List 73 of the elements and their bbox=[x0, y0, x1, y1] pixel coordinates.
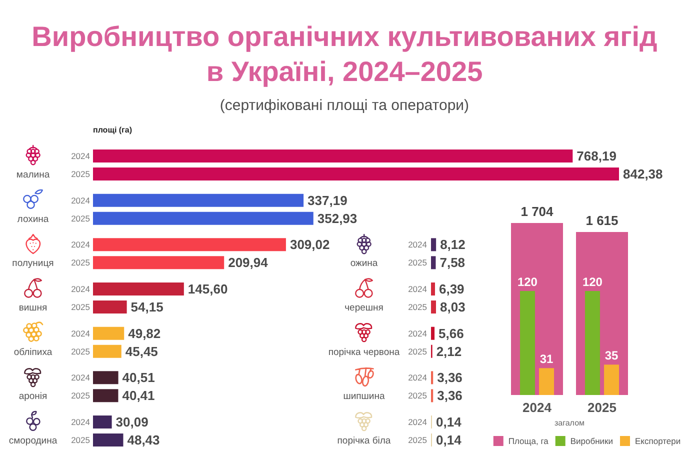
legend-label: Експортери bbox=[635, 436, 681, 446]
data-label: 8,12 bbox=[440, 237, 466, 252]
category-label: 2024 bbox=[71, 240, 90, 250]
text: 2025 bbox=[408, 390, 427, 401]
text: 2024 bbox=[408, 417, 427, 428]
y-tick-label: аронія bbox=[18, 391, 48, 402]
data-label: 45,45 bbox=[125, 344, 158, 359]
data-label: 337,19 bbox=[308, 192, 348, 208]
data-label: 842,38 bbox=[623, 166, 663, 182]
y-tick-label: черешня bbox=[344, 302, 384, 314]
y-tick-label: полуниця bbox=[12, 258, 54, 270]
series-label: 2025 bbox=[71, 168, 90, 179]
data-label: 6,39 bbox=[438, 282, 464, 297]
text: 2024 bbox=[71, 372, 90, 383]
category-label: 2025 bbox=[71, 258, 90, 268]
data-label: 40,51 bbox=[122, 370, 155, 386]
data-label: 48,43 bbox=[127, 432, 160, 448]
text: 2025 bbox=[71, 390, 90, 401]
data-label: 1 615 bbox=[586, 212, 618, 228]
data-label: 2,12 bbox=[436, 344, 462, 359]
y-tick-label: малина bbox=[16, 169, 50, 180]
series-label: 2024 bbox=[408, 240, 428, 250]
text: 2025 bbox=[71, 213, 90, 224]
data-label: 54,15 bbox=[130, 300, 164, 314]
data-label: 3,36 bbox=[437, 388, 462, 404]
text: 2025 bbox=[408, 435, 427, 446]
y-tick-label: порічка біла bbox=[337, 436, 392, 447]
y-tick-label: порічка червона bbox=[328, 346, 400, 358]
data-label: 0,14 bbox=[436, 432, 462, 448]
y-tick-label: смородина bbox=[8, 436, 58, 447]
data-label: 120 bbox=[582, 275, 603, 289]
text: 2024 bbox=[71, 195, 90, 206]
y-tick-label: обліпиха bbox=[14, 346, 53, 358]
text: 2025 bbox=[408, 346, 427, 356]
text: 2024 bbox=[408, 328, 427, 338]
data-label: 309,02 bbox=[290, 237, 330, 252]
y-tick-label: шипшина bbox=[343, 391, 386, 402]
data-label: 30,09 bbox=[116, 414, 148, 430]
data-label: 768,19 bbox=[576, 148, 616, 164]
data-label: 1 704 bbox=[520, 204, 554, 219]
data-label: 35 bbox=[604, 348, 619, 363]
text: 2025 bbox=[71, 302, 90, 312]
data-label: 5,66 bbox=[438, 326, 464, 341]
x-axis-title: загалом bbox=[554, 418, 585, 428]
data-label: 7,58 bbox=[440, 255, 466, 270]
data-label: 120 bbox=[517, 275, 538, 289]
data-label: 0,14 bbox=[436, 414, 462, 430]
text: 2025 bbox=[71, 435, 90, 446]
legend-label: Площа, га bbox=[508, 436, 549, 446]
text: 2024 bbox=[408, 284, 427, 294]
text: 2025 bbox=[71, 346, 90, 356]
text: 2025 bbox=[408, 302, 427, 312]
chart-title: Виробництво органічних культивованих ягід в Україні, 2024–2025 bbox=[30, 20, 658, 89]
data-label: 40,41 bbox=[122, 388, 155, 404]
data-label: 31 bbox=[540, 352, 554, 366]
series-label: 2024 bbox=[71, 150, 90, 161]
data-label: 209,94 bbox=[228, 255, 269, 270]
text: 2024 bbox=[71, 417, 90, 428]
data-label: 8,03 bbox=[440, 300, 466, 315]
y-tick-label: ожина bbox=[350, 258, 378, 270]
series-label: 2025 bbox=[408, 258, 428, 268]
text: 2024 bbox=[71, 284, 90, 294]
x-axis-title: площі (га) bbox=[93, 125, 132, 134]
data-label: 352,93 bbox=[317, 210, 358, 226]
text: 2024 bbox=[71, 328, 90, 338]
data-label: 145,60 bbox=[188, 282, 228, 296]
data-label: 3,36 bbox=[437, 370, 462, 386]
legend-label: Виробники bbox=[570, 436, 614, 446]
text: 2024 bbox=[408, 372, 427, 383]
data-label: 49,82 bbox=[128, 326, 161, 341]
chart-subtitle: (сертифіковані площі та оператори) bbox=[218, 96, 470, 116]
y-tick-label: лохина bbox=[17, 214, 50, 225]
y-tick-label: вишня bbox=[18, 302, 48, 314]
